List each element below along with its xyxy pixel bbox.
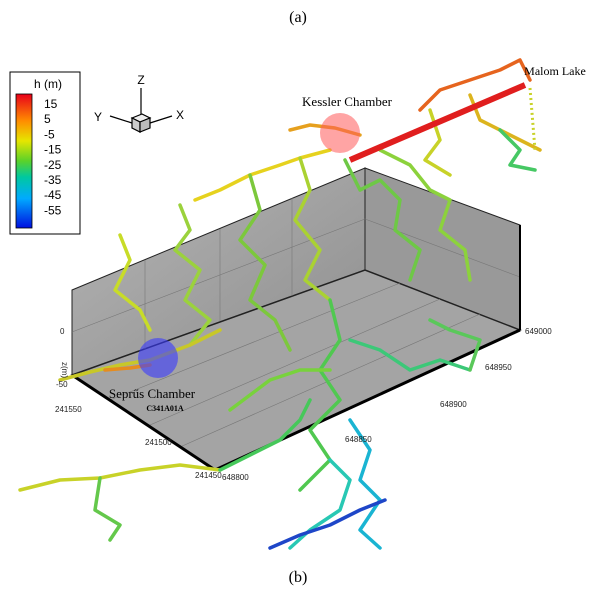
tick-label: 241500 — [145, 438, 172, 447]
caption-b: (b) — [289, 569, 308, 586]
tick-label: 648950 — [485, 363, 512, 372]
label: Seprűs Chamber — [109, 386, 196, 401]
dotted-link — [530, 88, 535, 150]
colorbar-label: -55 — [44, 203, 62, 217]
colorbar-label: 15 — [44, 97, 58, 111]
colorbar-label: -25 — [44, 158, 62, 172]
label: Malom Lake — [524, 64, 586, 78]
colorbar: h (m) 155-5 -15-25-35-45-55 — [10, 72, 80, 234]
axis-title: z(m) — [60, 362, 69, 378]
triad-label: Z — [137, 73, 144, 87]
label: C341A01A — [146, 404, 184, 413]
tick-label: -50 — [56, 380, 68, 389]
triad — [110, 88, 172, 132]
colorbar-label: -5 — [44, 127, 55, 141]
tick-label: 0 — [60, 327, 65, 336]
caption-a: (a) — [289, 9, 307, 26]
tick-label: 241550 — [55, 405, 82, 414]
colorbar-label: -35 — [44, 173, 62, 187]
tick-label: 649000 — [525, 327, 552, 336]
colorbar-label: -15 — [44, 143, 62, 157]
label: Kessler Chamber — [302, 94, 393, 109]
triad-label: X — [176, 108, 184, 122]
tick-label: 648800 — [222, 473, 249, 482]
colorbar-title: h (m) — [34, 77, 62, 91]
kessler-sphere — [320, 113, 360, 153]
seprus-sphere — [138, 338, 178, 378]
tick-label: 648850 — [345, 435, 372, 444]
colorbar-label: 5 — [44, 112, 51, 126]
figure: (a) (b) Kessler Chamber Malom Lake Seprű… — [0, 0, 596, 592]
tick-label: 648900 — [440, 400, 467, 409]
tick-label: 241450 — [195, 471, 222, 480]
triad-label: Y — [94, 110, 102, 124]
colorbar-label: -45 — [44, 188, 62, 202]
